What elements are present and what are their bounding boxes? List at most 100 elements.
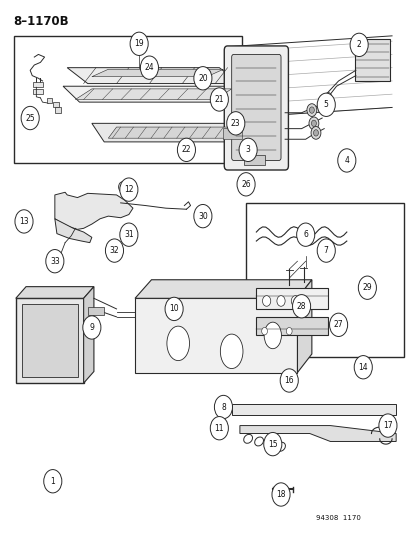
Text: 19: 19 [134, 39, 144, 49]
Bar [243, 155, 264, 165]
Polygon shape [231, 405, 395, 415]
Polygon shape [55, 192, 133, 229]
Text: 33: 33 [50, 257, 59, 265]
Ellipse shape [166, 326, 189, 361]
Circle shape [193, 205, 211, 228]
Circle shape [21, 107, 39, 130]
Circle shape [329, 313, 347, 336]
Text: 16: 16 [284, 376, 293, 385]
Text: 29: 29 [362, 283, 371, 292]
Circle shape [193, 67, 211, 90]
Bar [354, 38, 389, 81]
Bar [33, 89, 43, 94]
Bar [47, 98, 52, 103]
Text: 25: 25 [25, 114, 35, 123]
Bar [16, 298, 83, 383]
Text: 94308  1170: 94308 1170 [316, 515, 360, 521]
Circle shape [214, 395, 232, 419]
FancyBboxPatch shape [231, 54, 280, 160]
Polygon shape [16, 287, 94, 298]
Circle shape [44, 470, 62, 493]
Text: 2: 2 [356, 41, 361, 50]
Bar [245, 203, 404, 357]
Bar [223, 127, 241, 139]
Circle shape [309, 107, 313, 114]
Circle shape [105, 239, 123, 262]
Circle shape [119, 223, 138, 246]
Circle shape [238, 138, 256, 161]
Circle shape [310, 126, 320, 139]
Text: 6: 6 [303, 230, 307, 239]
Polygon shape [92, 123, 243, 142]
Polygon shape [63, 86, 243, 102]
Text: 20: 20 [197, 74, 207, 83]
Text: 28: 28 [296, 302, 306, 311]
Circle shape [119, 178, 138, 201]
Circle shape [276, 296, 285, 306]
Circle shape [121, 230, 128, 239]
Circle shape [337, 149, 355, 172]
Text: 9: 9 [89, 323, 94, 332]
Circle shape [271, 483, 290, 506]
Polygon shape [108, 127, 235, 138]
Circle shape [296, 223, 314, 246]
Circle shape [349, 33, 367, 56]
Circle shape [226, 112, 244, 135]
Polygon shape [239, 425, 395, 441]
Polygon shape [231, 49, 289, 163]
Circle shape [210, 417, 228, 440]
Circle shape [291, 296, 299, 306]
Circle shape [83, 316, 101, 339]
Circle shape [118, 182, 126, 192]
Bar [256, 288, 328, 309]
Circle shape [316, 239, 335, 262]
Circle shape [177, 138, 195, 161]
Circle shape [308, 117, 318, 130]
Ellipse shape [263, 322, 281, 349]
Circle shape [210, 88, 228, 111]
Circle shape [286, 327, 292, 335]
Text: 5: 5 [323, 100, 328, 109]
Circle shape [140, 56, 158, 79]
Text: 31: 31 [124, 230, 133, 239]
Polygon shape [83, 287, 94, 383]
Text: 12: 12 [124, 185, 133, 194]
Circle shape [326, 99, 333, 108]
Text: 8–1170B: 8–1170B [14, 14, 69, 28]
Polygon shape [297, 280, 311, 373]
FancyBboxPatch shape [224, 46, 288, 170]
Text: 7: 7 [323, 246, 328, 255]
Bar [53, 102, 58, 108]
Bar [256, 317, 328, 335]
Circle shape [378, 414, 396, 437]
Circle shape [261, 327, 267, 335]
Polygon shape [75, 89, 231, 100]
Circle shape [354, 356, 371, 379]
Bar [22, 304, 78, 377]
Text: 13: 13 [19, 217, 29, 226]
Text: 32: 32 [109, 246, 119, 255]
Text: 3: 3 [245, 146, 250, 155]
Polygon shape [135, 298, 297, 373]
Text: 11: 11 [214, 424, 223, 433]
Circle shape [165, 297, 183, 320]
Circle shape [263, 432, 281, 456]
Text: 8: 8 [221, 402, 225, 411]
Bar [14, 36, 241, 163]
Text: 27: 27 [333, 320, 342, 329]
Text: 15: 15 [267, 440, 277, 449]
Circle shape [316, 93, 335, 116]
Circle shape [130, 32, 148, 55]
Text: 14: 14 [358, 363, 367, 372]
Ellipse shape [220, 334, 242, 368]
Circle shape [292, 295, 310, 318]
Polygon shape [92, 69, 223, 77]
Text: 22: 22 [181, 146, 191, 155]
Circle shape [313, 130, 318, 136]
Text: 21: 21 [214, 95, 223, 104]
Polygon shape [67, 68, 239, 84]
Circle shape [324, 93, 331, 101]
Circle shape [358, 276, 375, 300]
Bar [88, 308, 104, 316]
Text: 4: 4 [344, 156, 349, 165]
